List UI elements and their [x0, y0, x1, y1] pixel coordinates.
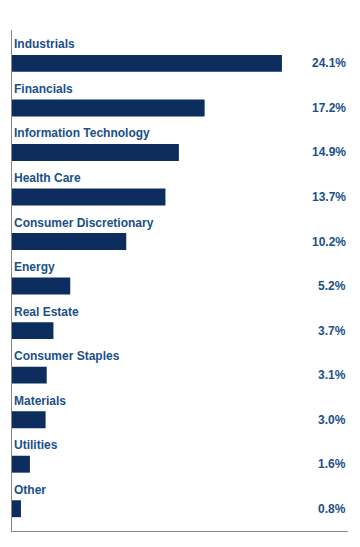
svg-text:3.7%: 3.7% — [318, 324, 346, 338]
svg-text:14.9%: 14.9% — [312, 145, 346, 159]
svg-text:Industrials: Industrials — [14, 37, 75, 51]
svg-text:13.7%: 13.7% — [312, 190, 346, 204]
svg-text:Real Estate: Real Estate — [14, 305, 79, 319]
svg-text:Financials: Financials — [14, 82, 73, 96]
svg-text:5.2%: 5.2% — [318, 279, 346, 293]
svg-text:Consumer Staples: Consumer Staples — [14, 349, 120, 363]
svg-text:3.1%: 3.1% — [318, 368, 346, 382]
svg-text:1.6%: 1.6% — [318, 457, 346, 471]
svg-text:10.2%: 10.2% — [312, 235, 346, 249]
svg-text:Other: Other — [14, 483, 46, 497]
svg-text:Information Technology: Information Technology — [14, 126, 150, 140]
svg-text:24.1%: 24.1% — [312, 56, 346, 70]
svg-text:0.8%: 0.8% — [318, 502, 346, 516]
svg-text:Energy: Energy — [14, 260, 55, 274]
svg-text:17.2%: 17.2% — [312, 101, 346, 115]
svg-text:3.0%: 3.0% — [318, 413, 346, 427]
svg-text:Materials: Materials — [14, 394, 66, 408]
svg-text:Utilities: Utilities — [14, 438, 58, 452]
svg-text:Health Care: Health Care — [14, 171, 81, 185]
svg-text:Consumer Discretionary: Consumer Discretionary — [14, 216, 154, 230]
